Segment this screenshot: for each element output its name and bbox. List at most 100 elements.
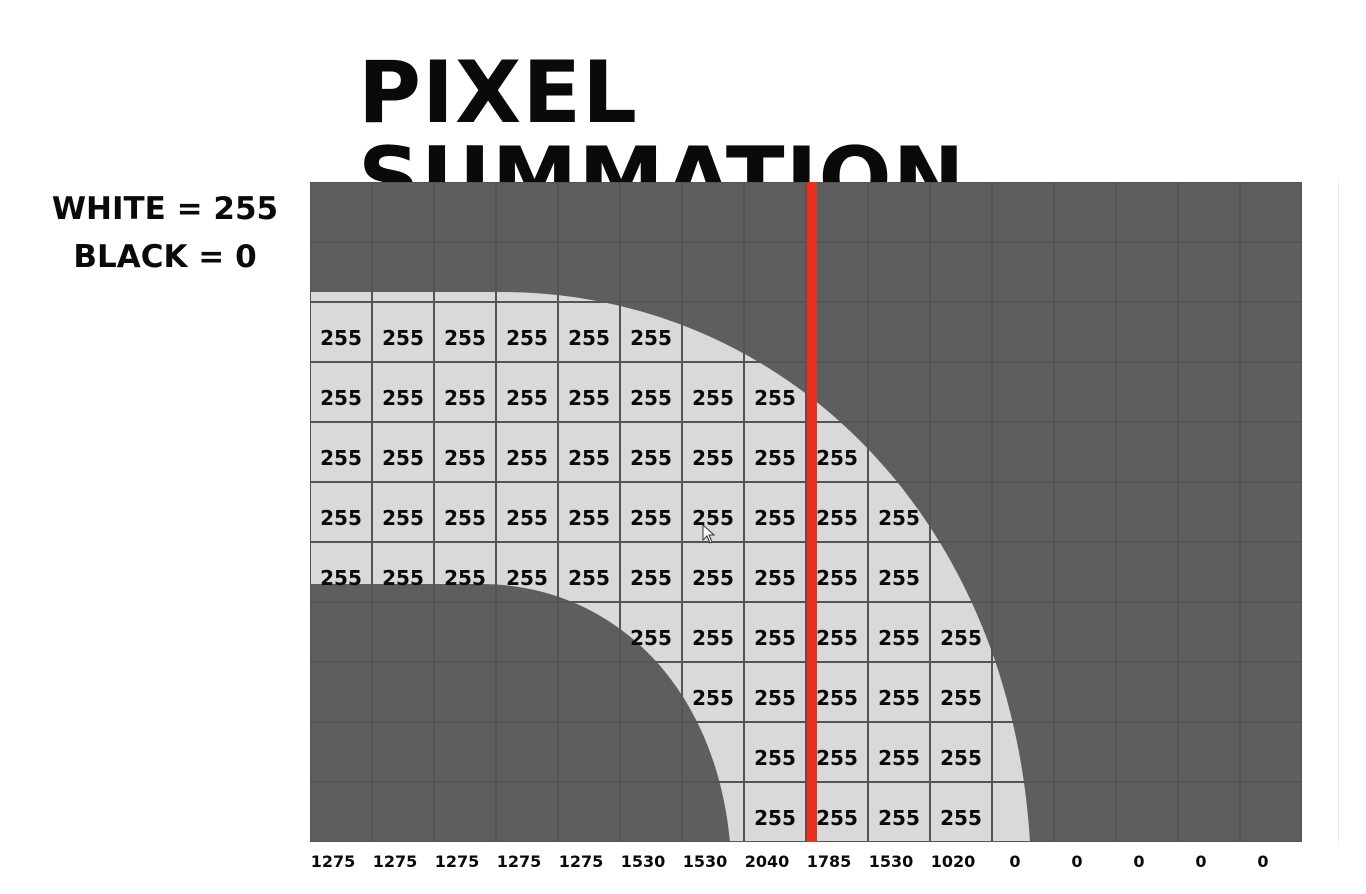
white-arc-band xyxy=(310,292,1030,842)
pixel-value-label: 255 xyxy=(320,386,362,410)
pixel-cell xyxy=(372,482,434,542)
pixel-cell xyxy=(1054,662,1116,722)
pixel-cell xyxy=(992,182,1054,242)
pixel-value-label: 255 xyxy=(568,326,610,350)
pixel-cell xyxy=(806,662,868,722)
pixel-cell xyxy=(992,602,1054,662)
pixel-cell xyxy=(1178,542,1240,602)
pixel-value-label: 255 xyxy=(444,566,486,590)
pixel-cell xyxy=(372,302,434,362)
pixel-value-label: 255 xyxy=(630,566,672,590)
pixel-cell xyxy=(682,482,744,542)
pixel-cell xyxy=(682,182,744,242)
pixel-cell xyxy=(682,782,744,842)
pixel-value-label: 255 xyxy=(320,506,362,530)
pixel-cell xyxy=(620,182,682,242)
column-sum-label: 1275 xyxy=(434,852,480,871)
pixel-value-label: 255 xyxy=(692,626,734,650)
pixel-cell xyxy=(558,662,620,722)
page-edge xyxy=(1338,182,1339,842)
pixel-cell xyxy=(372,782,434,842)
pixel-cell xyxy=(744,422,806,482)
pixel-cell xyxy=(1240,482,1302,542)
pixel-cell xyxy=(930,362,992,422)
pixel-cell xyxy=(1178,782,1240,842)
column-sum-label: 1020 xyxy=(930,852,976,871)
pixel-cell xyxy=(806,722,868,782)
pixel-cell xyxy=(806,782,868,842)
pixel-cell xyxy=(806,182,868,242)
pixel-cell xyxy=(558,542,620,602)
pixel-value-label: 255 xyxy=(444,326,486,350)
pixel-cell xyxy=(434,602,496,662)
pixel-cell xyxy=(1116,482,1178,542)
pixel-cell xyxy=(496,542,558,602)
pixel-cell xyxy=(1178,482,1240,542)
column-sum-label: 1275 xyxy=(310,852,356,871)
pixel-cell xyxy=(434,362,496,422)
column-sum-label: 1530 xyxy=(620,852,666,871)
pixel-value-label: 255 xyxy=(568,566,610,590)
pixel-cell xyxy=(496,662,558,722)
pixel-cell xyxy=(930,542,992,602)
pixel-value-label: 255 xyxy=(630,506,672,530)
pixel-cell xyxy=(434,722,496,782)
pixel-cell xyxy=(682,302,744,362)
column-sum-label: 2040 xyxy=(744,852,790,871)
pixel-cell xyxy=(1178,362,1240,422)
pixel-value-label: 255 xyxy=(692,566,734,590)
pixel-value-label: 255 xyxy=(630,626,672,650)
pixel-cell xyxy=(434,242,496,302)
pixel-value-label: 255 xyxy=(692,506,734,530)
pixel-cell xyxy=(682,242,744,302)
pixel-value-label: 255 xyxy=(692,686,734,710)
pixel-value-label: 255 xyxy=(754,386,796,410)
pixel-value-label: 255 xyxy=(444,506,486,530)
pixel-cell xyxy=(744,302,806,362)
column-sum-label: 0 xyxy=(1133,852,1145,871)
column-sum-label: 1275 xyxy=(496,852,542,871)
pixel-cell xyxy=(744,362,806,422)
pixel-cell xyxy=(682,422,744,482)
pixel-cell xyxy=(620,602,682,662)
pixel-cell xyxy=(868,362,930,422)
pixel-value-label: 255 xyxy=(878,506,920,530)
pixel-cell xyxy=(1240,302,1302,362)
pixel-cell xyxy=(806,302,868,362)
pixel-cell xyxy=(620,422,682,482)
pixel-cell xyxy=(992,242,1054,302)
pixel-cell xyxy=(806,422,868,482)
pixel-cell xyxy=(372,722,434,782)
pixel-cell xyxy=(620,302,682,362)
pixel-cell xyxy=(558,782,620,842)
pixel-value-label: 255 xyxy=(878,686,920,710)
pixel-cell xyxy=(434,662,496,722)
pixel-cell xyxy=(744,182,806,242)
pixel-cell xyxy=(1240,542,1302,602)
pixel-value-label: 255 xyxy=(630,326,672,350)
pixel-cell xyxy=(1116,542,1178,602)
pixel-cell xyxy=(310,422,372,482)
pixel-cell xyxy=(372,662,434,722)
pixel-cell xyxy=(1116,182,1178,242)
pixel-cell xyxy=(1178,242,1240,302)
pixel-cell xyxy=(1054,422,1116,482)
pixel-cell xyxy=(372,542,434,602)
pixel-cell xyxy=(496,482,558,542)
pixel-cell xyxy=(558,182,620,242)
pixel-cell xyxy=(620,782,682,842)
pixel-cell xyxy=(496,362,558,422)
pixel-cell xyxy=(1240,602,1302,662)
value-legend: WHITE = 255 BLACK = 0 xyxy=(40,185,290,281)
pixel-value-label: 255 xyxy=(816,806,858,830)
pixel-cell xyxy=(1116,602,1178,662)
pixel-cell xyxy=(496,422,558,482)
pixel-cell xyxy=(992,662,1054,722)
pixel-cell xyxy=(1054,542,1116,602)
mouse-cursor-icon xyxy=(702,524,716,544)
pixel-cell xyxy=(992,542,1054,602)
scan-column-marker xyxy=(807,182,817,842)
pixel-value-label: 255 xyxy=(940,806,982,830)
pixel-value-label: 255 xyxy=(754,566,796,590)
pixel-value-label: 255 xyxy=(382,566,424,590)
